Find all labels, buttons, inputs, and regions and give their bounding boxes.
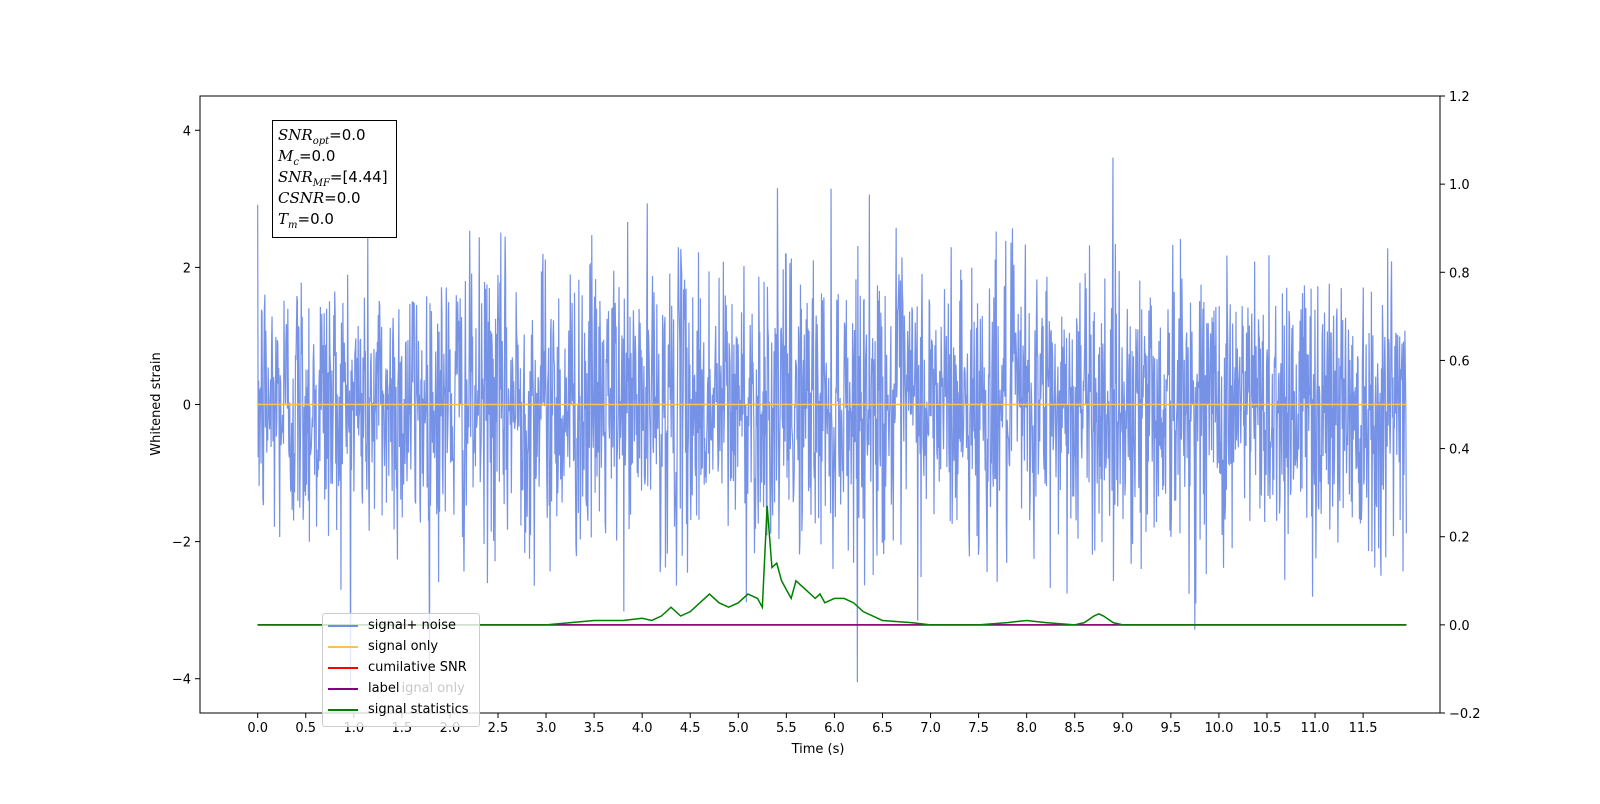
x-tick-label: 9.5 bbox=[1161, 721, 1182, 736]
tm-line: Tm=0.0 bbox=[278, 209, 391, 230]
x-tick-label: 9.0 bbox=[1112, 721, 1133, 736]
y-tick-label: 0 bbox=[183, 399, 191, 414]
snr-opt-symbol: SNR bbox=[278, 126, 313, 144]
x-axis-label: Time (s) bbox=[791, 742, 845, 757]
legend-item-signal-statistics: signal statistics bbox=[328, 701, 469, 719]
tm-subscript: m bbox=[288, 220, 297, 231]
x-tick-label: 5.0 bbox=[728, 721, 749, 736]
x-tick-label: 0.0 bbox=[247, 721, 268, 736]
y2-tick-label: −0.2 bbox=[1449, 707, 1481, 722]
legend-swatch-signal-only bbox=[328, 646, 358, 648]
ghost-legend-text-1: ignal only bbox=[401, 681, 464, 696]
y-axis-label: Whitened strain bbox=[149, 352, 164, 455]
mc-value: =0.0 bbox=[299, 147, 335, 165]
legend-item-signal-only: signal only bbox=[328, 638, 438, 656]
x-tick-label: 8.5 bbox=[1064, 721, 1085, 736]
snr-mf-value: =[4.44] bbox=[330, 168, 388, 186]
snr-mf-line: SNRMF=[4.44] bbox=[278, 167, 391, 188]
legend-swatch-signal-noise bbox=[328, 625, 358, 627]
y2-tick-label: 0.4 bbox=[1449, 443, 1470, 458]
legend-swatch-label bbox=[328, 688, 358, 690]
y-tick-label: 4 bbox=[183, 124, 191, 139]
legend-label-signal-statistics: signal statistics bbox=[368, 702, 469, 717]
x-tick-label: 11.5 bbox=[1349, 721, 1378, 736]
x-tick-label: 5.5 bbox=[776, 721, 797, 736]
y-tick-label: −2 bbox=[172, 536, 191, 551]
x-tick-label: 7.0 bbox=[920, 721, 941, 736]
legend: signal+ noise signal only cumilative SNR… bbox=[322, 613, 480, 727]
y-tick-label: −4 bbox=[172, 673, 191, 688]
legend-label-signal-only: signal only bbox=[368, 639, 438, 654]
y2-tick-label: 1.2 bbox=[1449, 90, 1470, 105]
csnr-line: CSNR=0.0 bbox=[278, 188, 391, 209]
x-tick-label: 4.5 bbox=[680, 721, 701, 736]
csnr-symbol: CSNR bbox=[278, 189, 324, 207]
x-tick-label: 7.5 bbox=[968, 721, 989, 736]
legend-label-signal-noise: signal+ noise bbox=[368, 618, 456, 633]
x-tick-label: 11.0 bbox=[1301, 721, 1330, 736]
tm-value: =0.0 bbox=[298, 210, 334, 228]
x-tick-label: 3.0 bbox=[536, 721, 557, 736]
x-tick-label: 8.0 bbox=[1016, 721, 1037, 736]
legend-label-label: label bbox=[368, 681, 399, 696]
legend-item-label: label ignal only bbox=[328, 680, 465, 698]
x-tick-label: 6.5 bbox=[872, 721, 893, 736]
x-tick-label: 0.5 bbox=[295, 721, 316, 736]
snr-opt-line: SNRopt=0.0 bbox=[278, 125, 391, 146]
x-tick-label: 10.0 bbox=[1204, 721, 1233, 736]
y2-tick-label: 0.0 bbox=[1449, 619, 1470, 634]
snr-mf-symbol: SNR bbox=[278, 168, 313, 186]
y2-tick-label: 0.2 bbox=[1449, 531, 1470, 546]
y-tick-label: 2 bbox=[183, 261, 191, 276]
mc-symbol: M bbox=[278, 147, 293, 165]
csnr-value: =0.0 bbox=[324, 189, 360, 207]
y2-tick-label: 1.0 bbox=[1449, 178, 1470, 193]
tm-symbol: T bbox=[278, 210, 288, 228]
x-tick-label: 4.0 bbox=[632, 721, 653, 736]
mc-line: Mc=0.0 bbox=[278, 146, 391, 167]
legend-swatch-signal-statistics bbox=[328, 709, 358, 711]
stats-textbox: SNRopt=0.0 Mc=0.0 SNRMF=[4.44] CSNR=0.0 … bbox=[272, 120, 397, 238]
y2-tick-label: 0.6 bbox=[1449, 354, 1470, 369]
legend-item-cumilative-snr: cumilative SNR bbox=[328, 659, 467, 677]
x-tick-label: 10.5 bbox=[1253, 721, 1282, 736]
legend-item-signal-noise: signal+ noise bbox=[328, 617, 456, 635]
x-tick-label: 3.5 bbox=[584, 721, 605, 736]
x-tick-label: 2.5 bbox=[488, 721, 509, 736]
legend-label-cumilative-snr: cumilative SNR bbox=[368, 660, 467, 675]
legend-swatch-cumilative-snr bbox=[328, 667, 358, 669]
x-tick-label: 6.0 bbox=[824, 721, 845, 736]
snr-opt-value: =0.0 bbox=[329, 126, 365, 144]
y2-tick-label: 0.8 bbox=[1449, 266, 1470, 281]
